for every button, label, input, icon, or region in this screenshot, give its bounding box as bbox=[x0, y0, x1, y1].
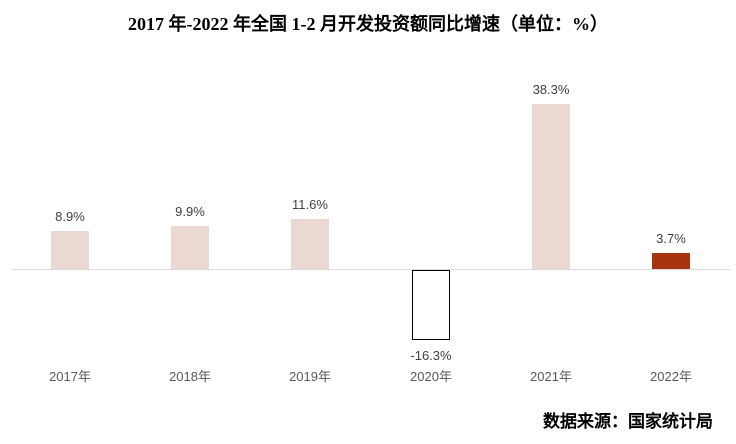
value-label-2020: -16.3% bbox=[410, 348, 452, 363]
data-source-label: 数据来源：国家统计局 bbox=[543, 412, 713, 431]
category-label-2019: 2019年 bbox=[289, 369, 331, 384]
value-label-2019: 11.6% bbox=[292, 197, 328, 212]
category-label-2017: 2017年 bbox=[49, 369, 91, 384]
bar-2018 bbox=[171, 226, 209, 269]
value-label-2022: 3.7% bbox=[656, 231, 686, 246]
bar-2021 bbox=[532, 104, 570, 269]
bar-2017 bbox=[51, 231, 89, 269]
value-label-2021: 38.3% bbox=[532, 82, 570, 97]
category-label-2022: 2022年 bbox=[650, 369, 692, 384]
x-axis-zero-line bbox=[11, 269, 730, 270]
category-label-2020: 2020年 bbox=[410, 369, 452, 384]
category-label-2018: 2018年 bbox=[169, 369, 211, 384]
chart-title: 2017 年-2022 年全国 1-2 月开发投资额同比增速（单位：%） bbox=[128, 14, 608, 34]
bar-2019 bbox=[291, 219, 329, 269]
value-label-2018: 9.9% bbox=[175, 204, 205, 219]
bar-2022 bbox=[652, 253, 690, 269]
category-label-2021: 2021年 bbox=[530, 369, 572, 384]
bar-2020 bbox=[412, 270, 450, 340]
value-label-2017: 8.9% bbox=[55, 209, 85, 224]
